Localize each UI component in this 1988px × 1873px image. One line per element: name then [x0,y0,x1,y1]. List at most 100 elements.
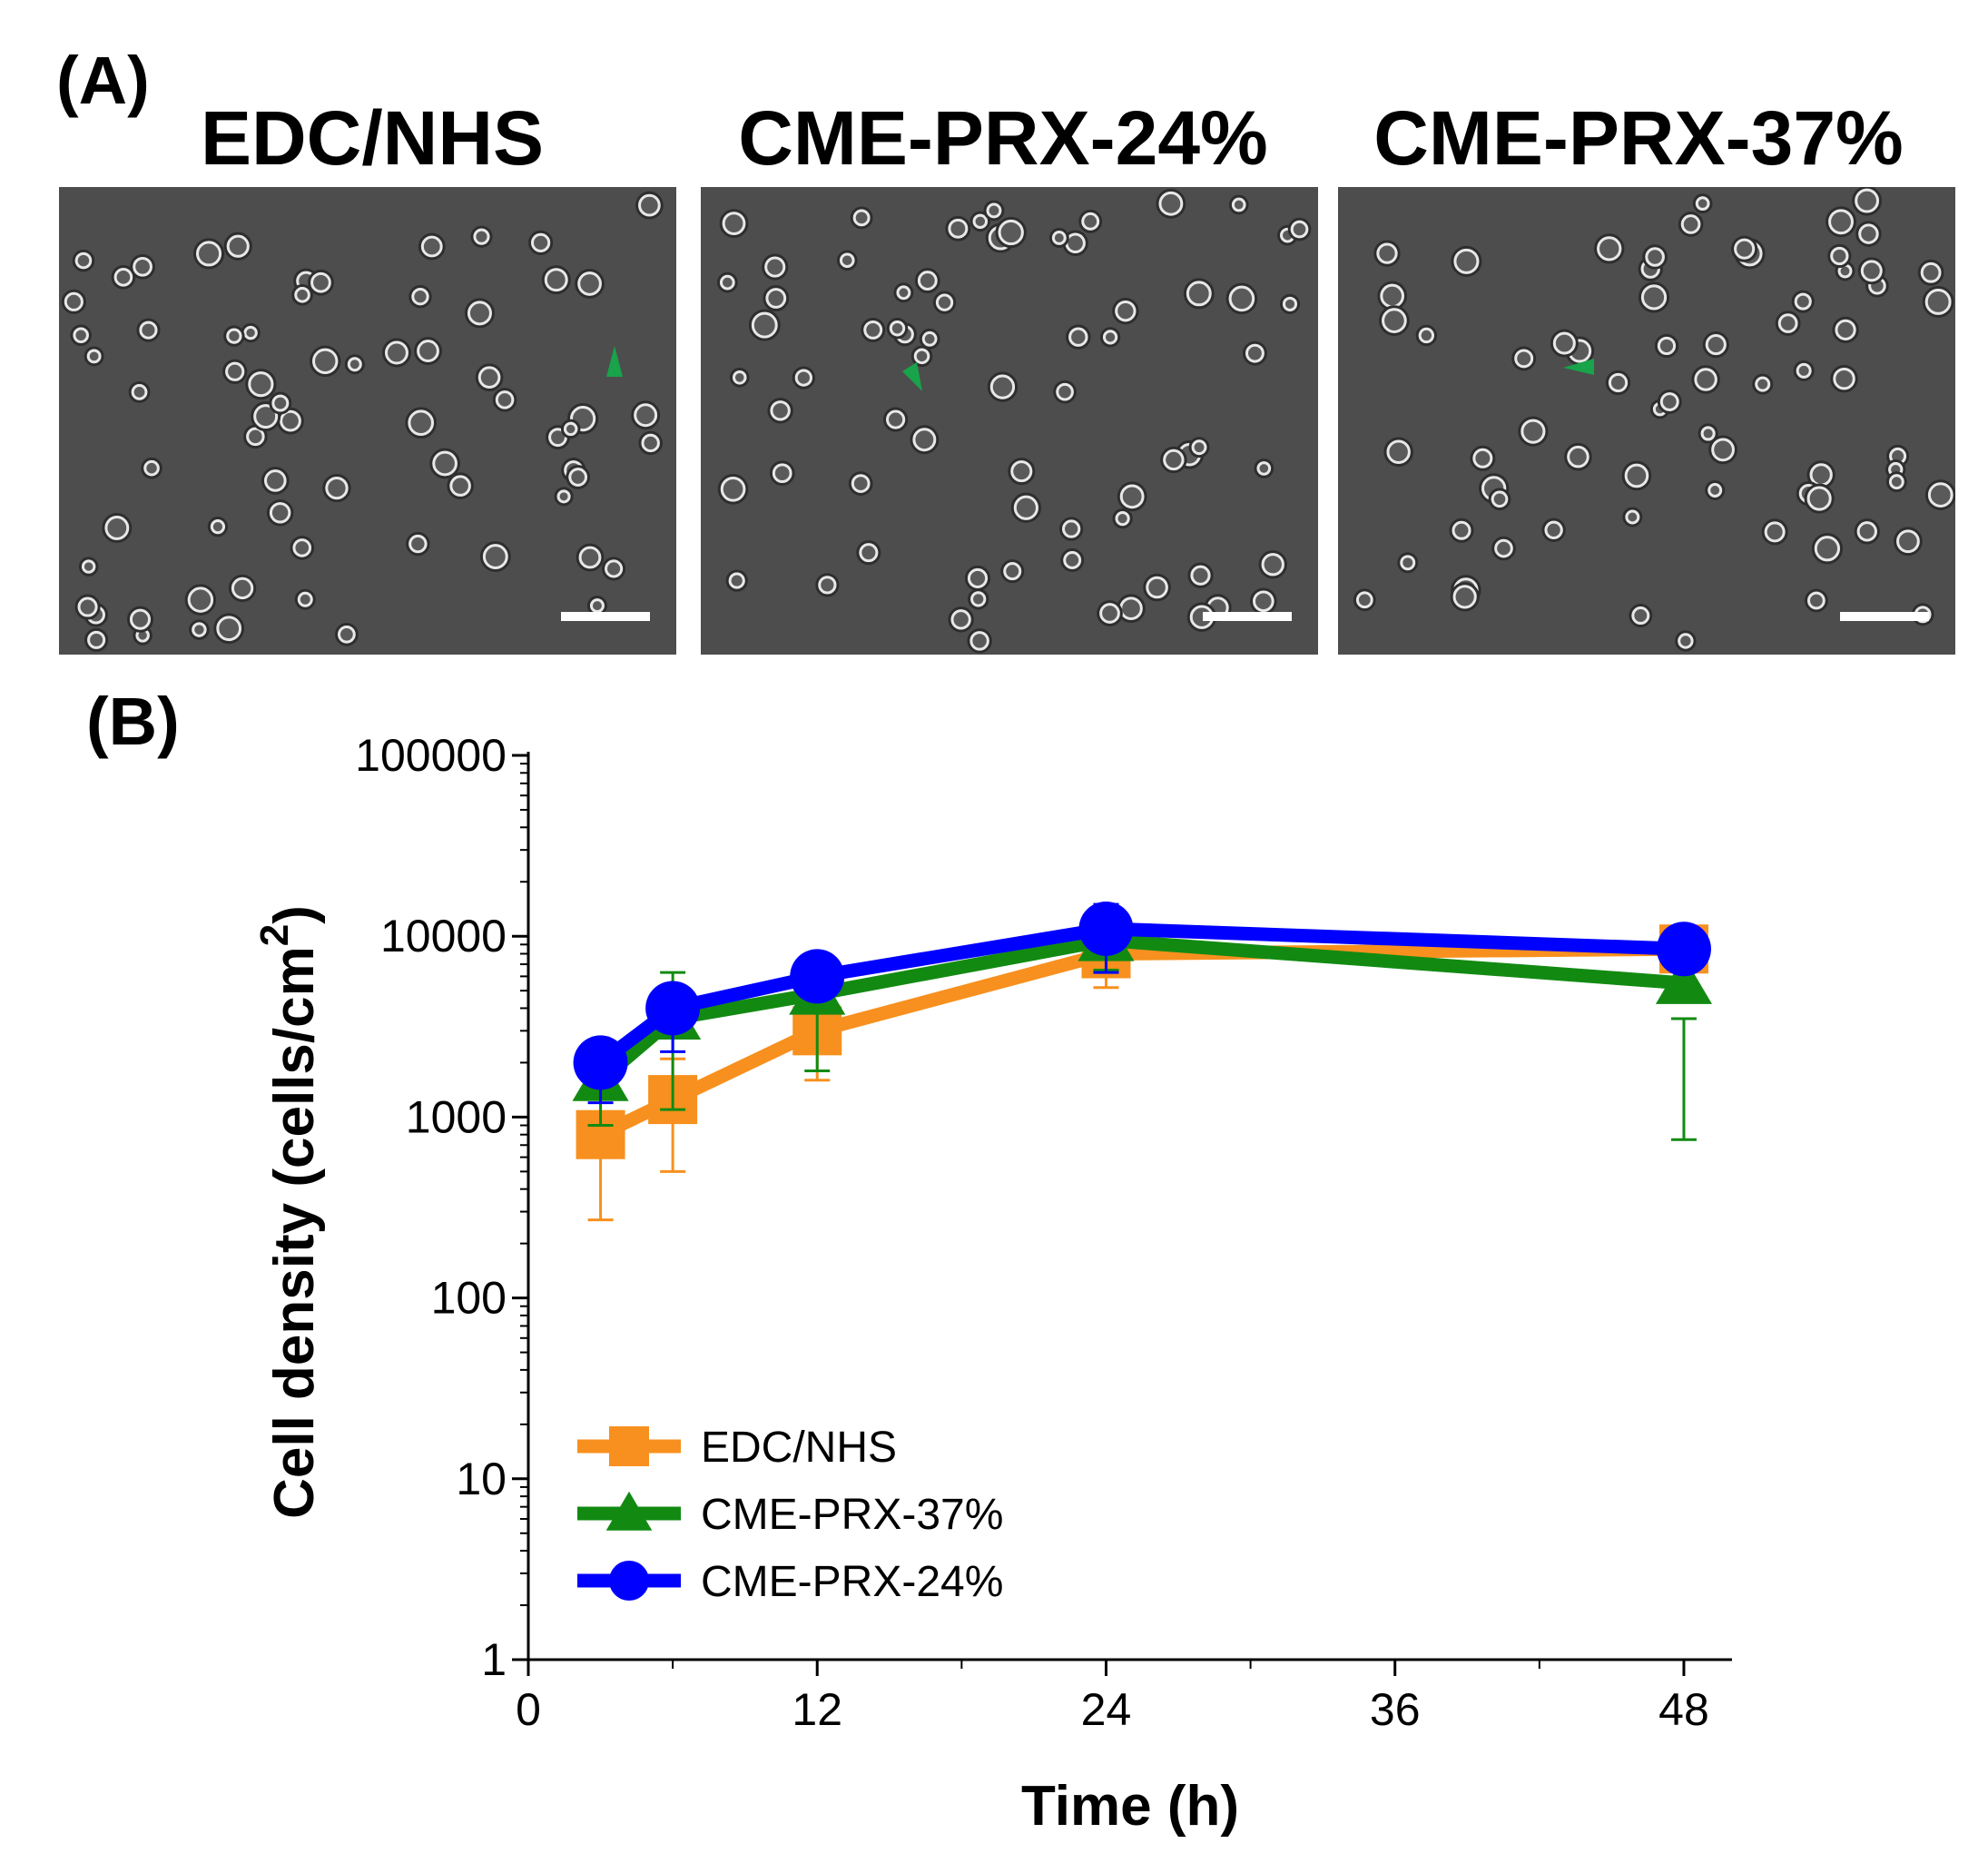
cell [1261,553,1284,577]
cell [1453,248,1480,274]
cell [912,428,937,452]
scale-bar [561,612,650,621]
cell-halo [1379,305,1410,336]
cell [1734,238,1756,260]
cell [226,328,242,344]
cell-halo [1228,194,1249,215]
cell [187,587,214,613]
cell-halo [1629,604,1653,627]
cell [852,209,871,227]
cell [969,631,989,651]
cell-halo [1638,281,1670,313]
cell [1115,511,1130,527]
cell [839,252,855,269]
cell [467,301,492,326]
cell [638,193,661,217]
cell [113,268,133,287]
cell-halo [429,448,460,479]
cell [641,433,660,453]
cell [385,340,408,365]
cell [1625,509,1640,525]
cell [417,340,439,362]
cell [1099,603,1120,624]
cell [1190,565,1211,586]
x-tick-label: 48 [1658,1684,1709,1735]
legend-label: CME-PRX-24% [701,1558,1003,1606]
cell-halo [1705,480,1726,500]
cell-halo [72,249,95,272]
cell-halo [470,225,493,248]
cell [530,232,551,252]
cell [432,450,458,477]
cell [1796,362,1812,379]
cell-halo [130,253,155,280]
cell-halo [1924,479,1955,510]
x-tick-label: 24 [1081,1684,1132,1735]
cell [986,202,1002,219]
panel-a-label: (A) [56,43,150,118]
cell-halo [969,211,991,232]
cell [216,616,242,642]
cell-halo [1188,437,1210,458]
cell-halo [527,230,554,255]
cell [1491,490,1509,508]
cell-halo [1642,244,1668,270]
cell-halo [1855,221,1882,247]
cell-halo [418,232,446,261]
cell-halo [1242,340,1267,366]
arrowhead-icon [606,346,623,377]
cell [192,622,207,637]
cell-halo [1060,548,1085,572]
cell-halo [1078,209,1103,233]
cell [1514,349,1534,369]
cell-halo [763,285,790,311]
cell-halo [1048,228,1069,248]
cell-halo [1827,243,1852,269]
cell-halo [405,407,438,439]
cell [1924,289,1952,315]
x-axis-title: Time (h) [1021,1775,1239,1838]
cell [1856,521,1877,542]
cell-halo [914,268,940,293]
cell [210,519,226,535]
cell-halo [967,628,992,654]
cell [728,572,745,589]
cell-halo [291,284,313,306]
cell [1061,519,1081,538]
cell [77,596,98,617]
cell-halo [1852,187,1883,216]
cell-halo [968,588,989,610]
cell-halo [136,318,161,342]
cell [1386,439,1411,464]
cell [950,609,971,630]
cell-halo [84,346,104,367]
cell-halo [575,269,605,299]
cell [764,256,786,278]
cell-halo [1511,346,1537,371]
cell [1245,343,1265,363]
cell [73,327,89,344]
cell-halo [919,328,940,350]
cell [64,291,84,311]
cell [1705,333,1727,356]
cell-halo [1225,282,1258,315]
cell [1640,284,1668,311]
cell [544,268,568,292]
cell-halo [184,584,217,616]
cell-halo [1830,364,1858,393]
cell [1830,246,1849,266]
cell [1794,292,1812,311]
micrograph-cme-prx-24 [701,187,1318,655]
cell [935,293,954,311]
cell [325,476,349,500]
cell [411,288,429,306]
cell [1807,591,1826,610]
cell-halo [70,324,92,347]
cell-halo [1383,437,1413,467]
cell-halo [1832,316,1859,343]
cell [989,374,1016,399]
cell-halo [310,345,341,378]
cell [1119,484,1145,509]
cell [139,320,158,340]
cell-halo [207,517,229,537]
